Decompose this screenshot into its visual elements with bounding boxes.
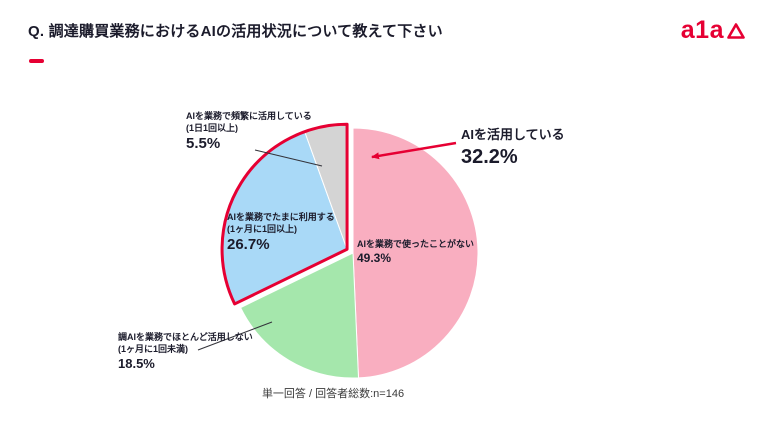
- leader-line-rarely: [197, 321, 273, 351]
- label-sometimes: AIを業務でたまに利用する (1ヶ月に1回以上) 26.7%: [227, 211, 377, 254]
- logo-triangle-icon: [727, 22, 745, 39]
- highlight-outline: [220, 122, 349, 306]
- label-rarely: 調AIを業務でほとんど活用しない (1ヶ月に1回未満) 18.5%: [118, 331, 288, 372]
- pie-slice-rarely: [239, 252, 360, 379]
- footnote: 単一回答 / 回答者総数:n=146: [261, 388, 405, 400]
- pie-slices: [220, 122, 479, 379]
- company-logo: a1a: [681, 16, 746, 45]
- label-frequently-text: AIを業務で頻繁に活用している: [186, 111, 312, 121]
- label-sometimes-text: AIを業務でたまに利用する: [227, 212, 335, 222]
- label-rarely-text: 調AIを業務でほとんど活用しない: [118, 332, 253, 342]
- page-title: Q. 調達購買業務におけるAIの活用状況について教えて下さい: [28, 23, 443, 40]
- logo-text: a1a: [680, 16, 724, 44]
- label-rarely-value: 18.5%: [118, 356, 155, 372]
- callout-value: 32.2%: [461, 146, 518, 168]
- label-callout: AIを活用している 32.2%: [461, 124, 661, 169]
- label-sometimes-value: 26.7%: [227, 236, 270, 254]
- callout-text: AIを活用している: [461, 127, 565, 142]
- pie-slice-never: [352, 127, 479, 379]
- label-frequently-value: 5.5%: [186, 135, 221, 153]
- callout-arrow: [371, 141, 457, 160]
- label-never-value: 49.3%: [357, 251, 392, 266]
- label-frequently: AIを業務で頻繁に活用している (1日1回以上) 5.5%: [186, 110, 356, 153]
- title-accent-dash: [29, 59, 44, 63]
- label-frequently-subtext: (1日1回以上): [186, 123, 239, 134]
- label-sometimes-subtext: (1ヶ月に1回以上): [227, 224, 298, 235]
- label-never: AIを業務で使ったことがない 49.3%: [357, 238, 507, 265]
- label-rarely-subtext: (1ヶ月に1回未満): [118, 344, 189, 355]
- label-never-text: AIを業務で使ったことがない: [357, 239, 475, 249]
- leader-line-frequently: [254, 149, 323, 167]
